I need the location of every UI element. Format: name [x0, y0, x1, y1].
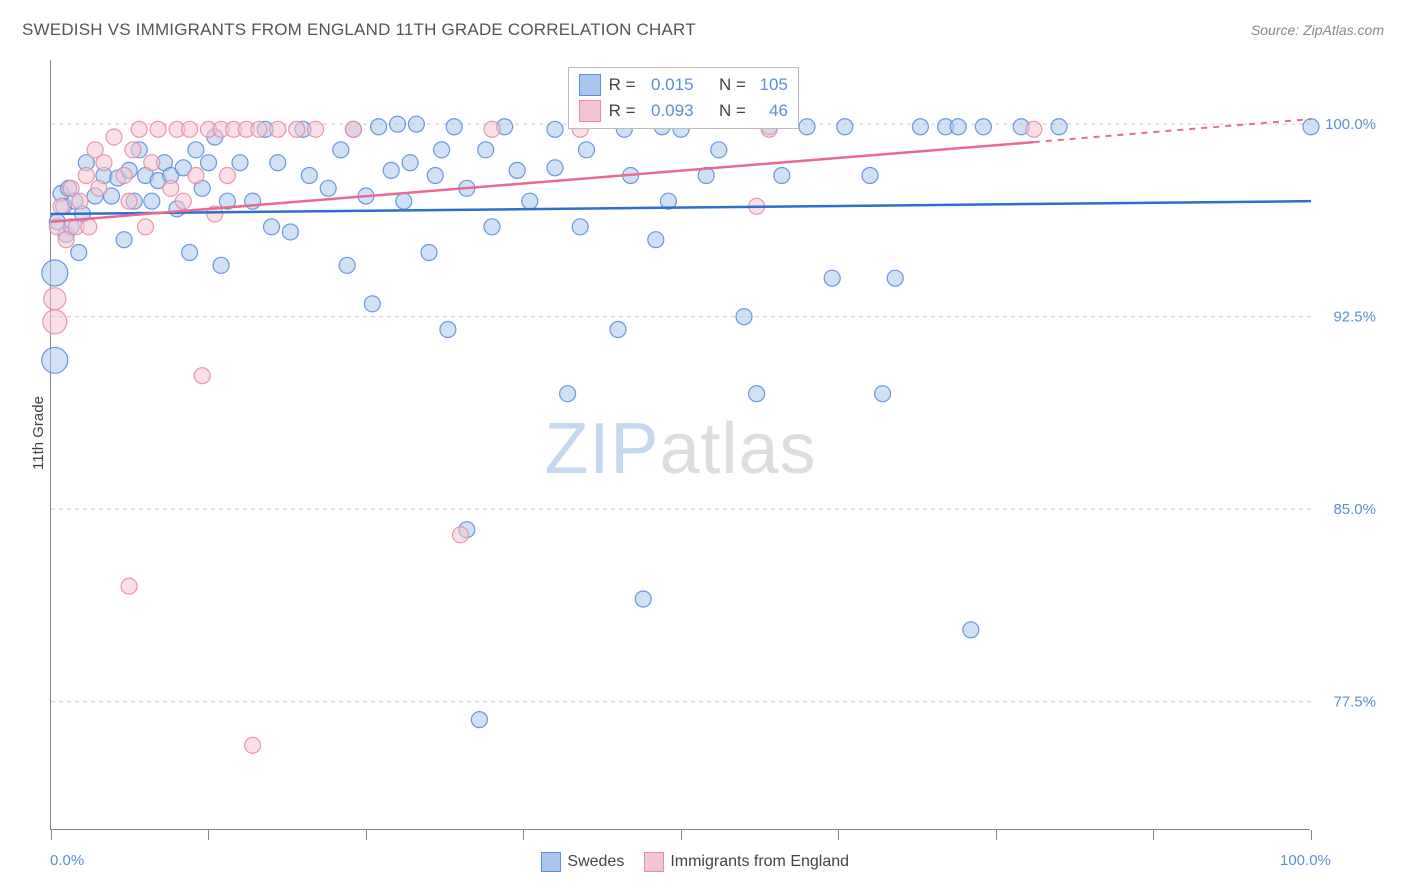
x-tick	[366, 830, 367, 840]
x-tick	[838, 830, 839, 840]
svg-text:77.5%: 77.5%	[1333, 694, 1376, 711]
svg-text:92.5%: 92.5%	[1333, 309, 1376, 326]
x-axis-max-label: 100.0%	[1280, 852, 1331, 869]
y-axis-title: 11th Grade	[30, 396, 47, 470]
chart-title: SWEDISH VS IMMIGRANTS FROM ENGLAND 11TH …	[22, 20, 696, 40]
x-tick	[681, 830, 682, 840]
legend-row: R = 0.093 N = 46	[579, 98, 788, 124]
x-tick	[1311, 830, 1312, 840]
plot-svg: 77.5%85.0%92.5%100.0%	[51, 60, 1310, 829]
legend-swatch	[579, 74, 601, 96]
legend-swatch	[644, 852, 664, 872]
legend-item: Swedes	[541, 852, 624, 872]
source-label: Source: ZipAtlas.com	[1251, 22, 1384, 38]
legend-swatch	[579, 100, 601, 122]
x-tick	[51, 830, 52, 840]
legend-label: Immigrants from England	[670, 853, 849, 870]
legend-label: Swedes	[567, 853, 624, 870]
x-tick	[996, 830, 997, 840]
legend-n-value: 46	[754, 101, 788, 121]
legend-r-value: 0.015	[644, 75, 694, 95]
x-axis-min-label: 0.0%	[50, 852, 84, 869]
svg-text:100.0%: 100.0%	[1325, 116, 1376, 133]
x-tick	[1153, 830, 1154, 840]
x-tick	[208, 830, 209, 840]
title-bar: SWEDISH VS IMMIGRANTS FROM ENGLAND 11TH …	[22, 20, 1384, 40]
legend-n-value: 105	[754, 75, 788, 95]
svg-text:85.0%: 85.0%	[1333, 501, 1376, 518]
scatter-plot: 77.5%85.0%92.5%100.0% ZIPatlas R = 0.015…	[50, 60, 1310, 830]
legend-row: R = 0.015 N = 105	[579, 72, 788, 98]
legend-item: Immigrants from England	[644, 852, 849, 872]
legend-r-value: 0.093	[644, 101, 694, 121]
series-legend: Swedes Immigrants from England	[541, 852, 849, 872]
x-tick	[523, 830, 524, 840]
legend-swatch	[541, 852, 561, 872]
regression-legend: R = 0.015 N = 105R = 0.093 N = 46	[568, 67, 799, 129]
